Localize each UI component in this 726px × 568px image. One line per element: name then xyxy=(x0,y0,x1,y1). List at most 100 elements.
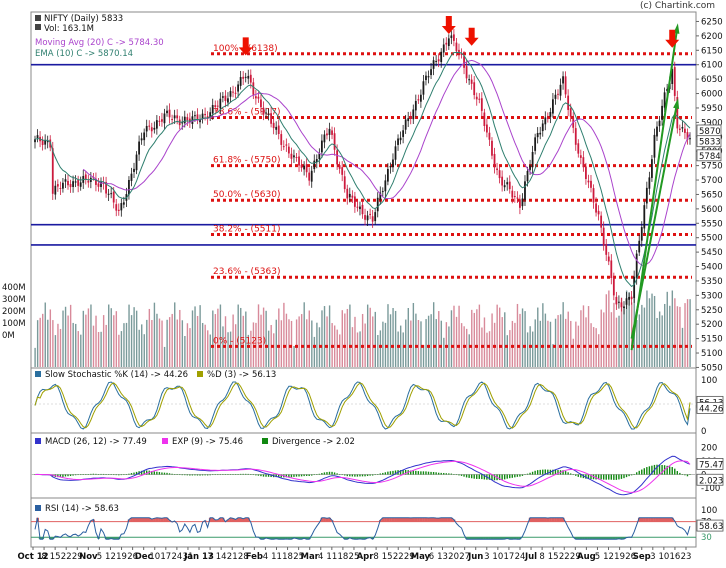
volume-bar xyxy=(309,310,310,367)
candle-body xyxy=(54,186,56,195)
volume-bar xyxy=(45,303,46,367)
volume-bar xyxy=(461,323,462,367)
chart-icon xyxy=(35,15,41,21)
volume-y-tick-label: 300M xyxy=(2,295,26,305)
rsi-extreme-fills xyxy=(36,518,676,539)
volume-bar xyxy=(672,291,673,368)
volume-bar xyxy=(413,303,414,367)
divergence-bar xyxy=(306,475,307,476)
divergence-bar xyxy=(672,467,673,475)
candle-body xyxy=(298,156,300,165)
x-tick-label: 4 xyxy=(318,552,323,562)
volume-bar xyxy=(291,321,292,367)
x-tick-label: 3 xyxy=(484,552,489,562)
volume-icon xyxy=(35,24,41,30)
x-tick-label: 10 xyxy=(658,552,669,562)
candle-body xyxy=(85,174,87,179)
volume-bar xyxy=(418,320,419,367)
divergence-bar xyxy=(67,475,68,477)
volume-bar xyxy=(177,320,178,367)
candle-body xyxy=(275,127,277,130)
rsi-y-tick-label: 100 xyxy=(701,506,717,516)
divergence-bar xyxy=(72,475,73,476)
volume-bar xyxy=(100,332,101,367)
candle-body xyxy=(656,127,658,137)
candle-body xyxy=(412,109,414,119)
candle-body xyxy=(351,196,353,198)
legend-exp: EXP (9) -> 75.46 xyxy=(172,437,243,447)
volume-bar xyxy=(479,305,480,367)
volume-bar xyxy=(575,322,576,367)
divergence-bar xyxy=(600,475,601,480)
volume-bar xyxy=(298,316,299,367)
divergence-bar xyxy=(649,466,650,474)
volume-bar xyxy=(60,329,61,367)
candle-body xyxy=(225,96,227,101)
volume-bar xyxy=(210,335,211,367)
candle-body xyxy=(577,143,579,153)
divergence-bar xyxy=(220,475,221,476)
x-tick-label: 14 xyxy=(216,552,227,562)
price-y-tick-label: 5100 xyxy=(701,349,723,359)
divergence-bar xyxy=(128,474,129,475)
candle-body xyxy=(77,180,79,186)
divergence-bar xyxy=(413,471,414,475)
candle-body xyxy=(544,117,546,124)
candle-body xyxy=(463,56,465,68)
candle-body xyxy=(131,174,133,181)
divergence-bar xyxy=(463,475,464,477)
volume-bar xyxy=(136,311,137,367)
candle-body xyxy=(357,207,359,208)
volume-bar xyxy=(268,331,269,367)
volume-bar xyxy=(613,303,614,367)
rsi-overbought-fill xyxy=(448,518,451,522)
candle-body xyxy=(247,76,249,79)
divergence-bar xyxy=(682,474,683,475)
volume-bar xyxy=(669,306,670,367)
volume-bar xyxy=(433,302,434,367)
volume-bar xyxy=(98,332,99,367)
legend-divergence: Divergence -> 2.02 xyxy=(272,437,355,447)
price-y-tick-label: 5950 xyxy=(701,104,723,114)
volume-bar xyxy=(174,302,175,367)
candle-body xyxy=(331,130,333,134)
x-tick-label: Aug xyxy=(577,552,596,562)
candle-body xyxy=(689,138,691,139)
divergence-bar xyxy=(435,472,436,474)
divergence-bar xyxy=(212,475,213,476)
rsi-overbought-fill xyxy=(427,518,430,522)
volume-bar xyxy=(451,310,452,367)
divergence-bar xyxy=(542,470,543,475)
price-legend: NIFTY (Daily) 5833 Vol: 163.1M Moving Av… xyxy=(35,14,164,59)
divergence-bar xyxy=(184,475,185,476)
volume-bar xyxy=(141,324,142,367)
price-y-tick-label: 5150 xyxy=(701,335,723,345)
volume-bar xyxy=(545,314,546,367)
candle-body xyxy=(542,123,544,131)
rsi-overbought-fill xyxy=(143,518,146,522)
candle-body xyxy=(681,127,683,128)
candle-body xyxy=(534,137,536,150)
x-tick-label: 19 xyxy=(614,552,625,562)
candle-body xyxy=(514,196,516,197)
candle-body xyxy=(326,133,328,135)
volume-bar xyxy=(55,335,56,367)
x-tick-label: 18 xyxy=(337,552,348,562)
x-tick-label: 10 xyxy=(149,552,160,562)
volume-bar xyxy=(641,305,642,367)
divergence-bar xyxy=(540,470,541,475)
volume-bar xyxy=(372,316,373,367)
volume-bar xyxy=(410,321,411,367)
volume-bar xyxy=(611,312,612,367)
candle-body xyxy=(232,92,234,93)
x-tick-label: 17 xyxy=(160,552,171,562)
volume-bar xyxy=(425,319,426,367)
volume-bar xyxy=(108,305,109,367)
volume-bar xyxy=(306,319,307,367)
rsi-overbought-fill xyxy=(387,518,390,522)
volume-bar xyxy=(311,320,312,367)
price-y-tick-label: 5350 xyxy=(701,277,723,287)
divergence-bar xyxy=(70,475,71,476)
volume-bar xyxy=(339,334,340,367)
